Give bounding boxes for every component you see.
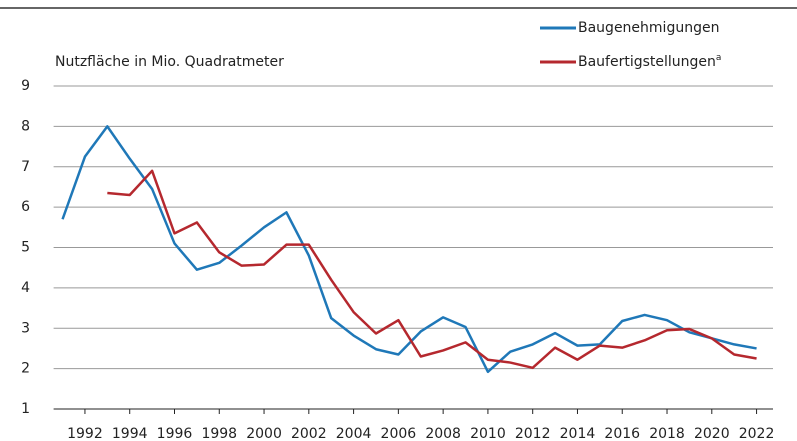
series-line [107,169,757,370]
y-tick-label: 1 [21,401,30,417]
x-tick-label: 2014 [560,426,596,441]
legend-name: Baugenehmigungen [578,20,719,36]
x-tick-label: 2000 [246,426,282,441]
legend-label: Baufertigstellungena [578,53,721,71]
x-tick-label: 2018 [649,426,685,441]
y-tick-label: 5 [21,240,30,256]
x-tick-label: 2006 [381,426,417,441]
x-tick-label: 2010 [470,426,506,441]
y-tick-label: 8 [21,118,30,134]
legend-superscript: a [716,53,722,63]
x-tick-label: 2016 [604,426,640,441]
y-tick-label: 3 [21,320,30,336]
x-tick-label: 1992 [67,426,103,441]
y-tick-label: 6 [21,199,30,215]
y-tick-label: 7 [21,159,30,175]
legend-label: Baugenehmigungen [578,20,719,36]
x-tick-label: 2012 [515,426,551,441]
x-tick-label: 2008 [425,426,461,441]
x-tick-label: 2020 [694,426,730,441]
x-tick-label: 2002 [291,426,327,441]
x-tick-label: 1998 [201,426,237,441]
legend-name: Baufertigstellungen [578,54,716,70]
x-tick-label: 2022 [739,426,775,441]
y-axis-label: Nutzfläche in Mio. Quadratmeter [55,54,284,70]
y-tick-label: 9 [21,78,30,94]
x-tick-label: 1996 [157,426,193,441]
y-tick-label: 2 [21,361,30,377]
x-tick-label: 2004 [336,426,372,441]
y-tick-label: 4 [21,280,30,296]
x-tick-label: 1994 [112,426,148,441]
series-line [61,125,757,374]
